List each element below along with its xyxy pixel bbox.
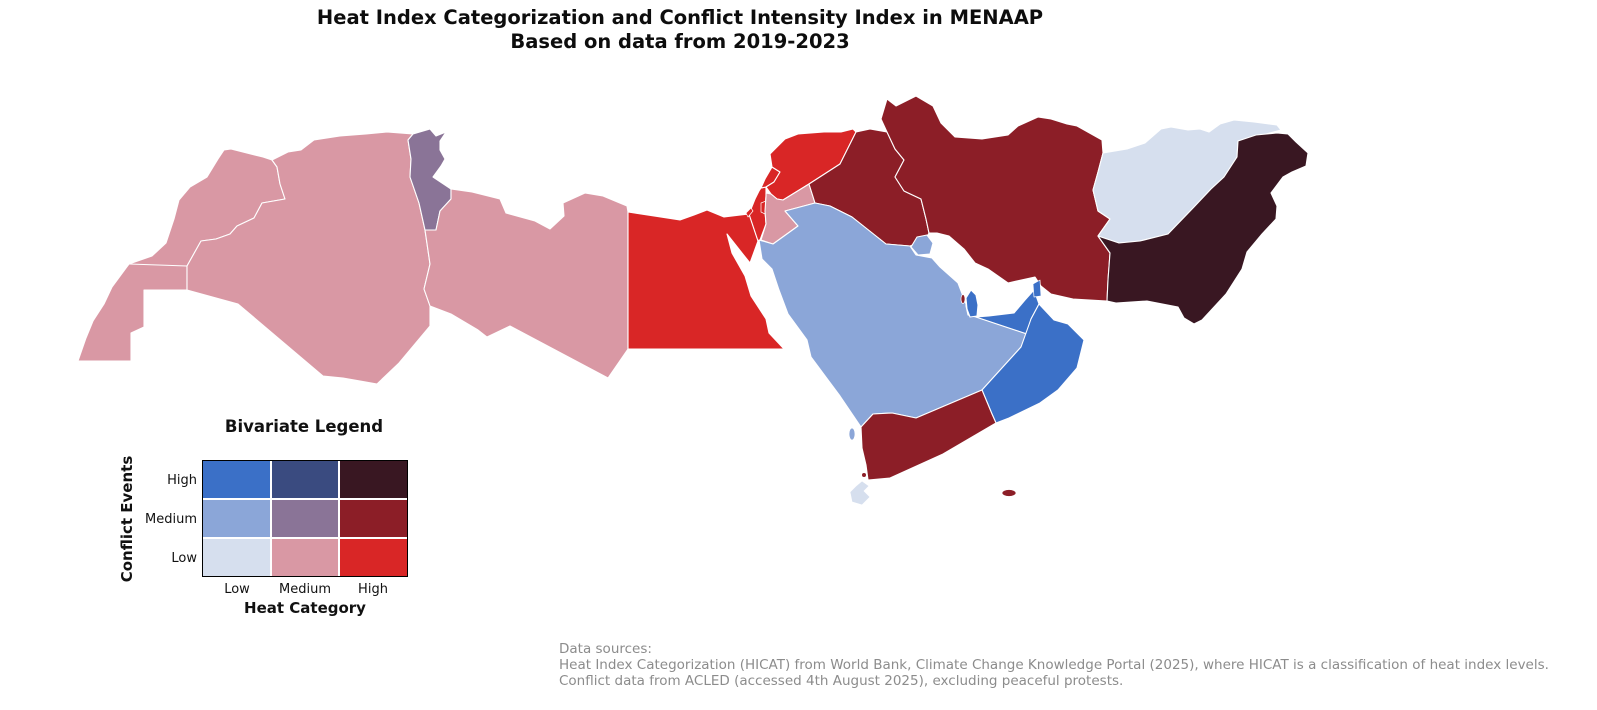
legend-cell-low-low — [203, 539, 270, 576]
island-socotra — [1001, 489, 1017, 497]
legend-cell-high-medium — [271, 461, 339, 498]
island-perim — [862, 473, 866, 477]
legend-cell-high-low — [203, 461, 270, 498]
legend-cell-medium-medium — [271, 500, 339, 537]
islands-farasan — [848, 427, 856, 441]
country-egypt — [627, 209, 785, 350]
country-algeria — [186, 131, 431, 385]
data-sources-line3: Conflict data from ACLED (accessed 4th A… — [559, 673, 1124, 690]
data-sources-line2: Heat Index Categorization (HICAT) from W… — [559, 657, 1549, 674]
country-yemen — [860, 389, 997, 481]
country-oman — [981, 303, 1085, 424]
legend-row-label-low: Low — [171, 551, 197, 566]
country-qatar — [965, 289, 979, 318]
legend-cell-medium-low — [203, 500, 270, 537]
data-sources-line1: Data sources: — [559, 641, 652, 657]
legend-cell-medium-high — [340, 500, 407, 537]
bivariate-legend-grid — [202, 460, 408, 577]
territory-gaza — [745, 207, 754, 218]
legend-x-axis-title: Heat Category — [244, 599, 366, 617]
country-bahrain — [960, 294, 966, 304]
country-kuwait — [910, 234, 934, 256]
territory-musandam — [1032, 279, 1042, 298]
country-pakistan — [1097, 132, 1309, 325]
country-djibouti — [849, 480, 871, 506]
legend-cell-high-high — [340, 461, 407, 498]
chart-title-line1: Heat Index Categorization and Conflict I… — [316, 6, 1044, 29]
legend-col-label-low: Low — [224, 582, 250, 597]
chart-title-line2: Based on data from 2019-2023 — [510, 29, 850, 53]
legend-row-label-medium: Medium — [145, 512, 197, 527]
legend-title: Bivariate Legend — [224, 417, 384, 436]
chart-title: Heat Index Categorization and Conflict I… — [317, 6, 1043, 53]
country-libya — [423, 188, 629, 379]
data-sources-note: Data sources: Heat Index Categorization … — [559, 641, 1549, 690]
legend-col-label-high: High — [358, 582, 388, 597]
legend-row-label-high: High — [167, 473, 197, 488]
legend-cell-low-medium — [271, 539, 339, 576]
legend-cell-low-high — [340, 539, 407, 576]
legend-col-label-medium: Medium — [279, 582, 331, 597]
border-morocco-western-sahara — [128, 263, 188, 267]
legend-y-axis-title: Conflict Events — [118, 455, 136, 583]
